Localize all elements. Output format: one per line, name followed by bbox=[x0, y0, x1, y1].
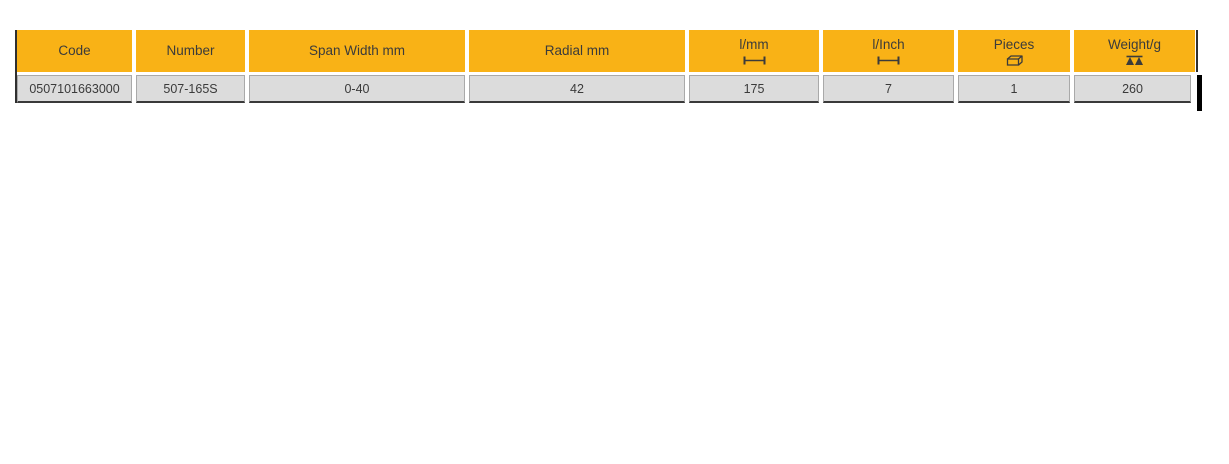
column-header-label: Pieces bbox=[993, 36, 1035, 52]
box-icon bbox=[1006, 54, 1023, 66]
cell-radial: 42 bbox=[469, 75, 685, 103]
table-header-row: Code Number Span Width mm Radial mm l/mm… bbox=[17, 30, 1195, 72]
column-header-l-inch: l/Inch bbox=[823, 30, 954, 72]
column-header-code: Code bbox=[17, 30, 132, 72]
column-header-label: l/mm bbox=[739, 36, 769, 52]
column-header-label: Weight/g bbox=[1107, 36, 1162, 52]
column-header-radial: Radial mm bbox=[469, 30, 685, 72]
cell-code: 0507101663000 bbox=[17, 75, 132, 103]
length-icon bbox=[877, 55, 900, 66]
table-left-rule bbox=[15, 30, 17, 103]
column-header-label: Span Width mm bbox=[308, 43, 406, 58]
header-right-rule bbox=[1196, 30, 1198, 72]
scale-icon bbox=[1125, 55, 1144, 66]
cell-l-inch: 7 bbox=[823, 75, 954, 103]
cell-l-mm: 175 bbox=[689, 75, 819, 103]
column-header-label: l/Inch bbox=[872, 36, 905, 52]
column-header-span-width: Span Width mm bbox=[249, 30, 465, 72]
column-header-label: Radial mm bbox=[544, 43, 610, 58]
column-header-l-mm: l/mm bbox=[689, 30, 819, 72]
length-icon bbox=[743, 55, 766, 66]
column-header-label: Code bbox=[58, 43, 91, 58]
column-header-number: Number bbox=[136, 30, 245, 72]
cell-span-width: 0-40 bbox=[249, 75, 465, 103]
row-end-bar bbox=[1197, 75, 1202, 111]
column-header-label: Number bbox=[166, 43, 215, 58]
cell-pieces: 1 bbox=[958, 75, 1070, 103]
cell-number: 507-165S bbox=[136, 75, 245, 103]
table-row: 0507101663000 507-165S 0-40 42 175 7 1 2… bbox=[17, 75, 1195, 103]
column-header-weight: Weight/g bbox=[1074, 30, 1195, 72]
product-spec-table: Code Number Span Width mm Radial mm l/mm… bbox=[15, 30, 1202, 111]
column-header-pieces: Pieces bbox=[958, 30, 1070, 72]
cell-weight: 260 bbox=[1074, 75, 1191, 103]
